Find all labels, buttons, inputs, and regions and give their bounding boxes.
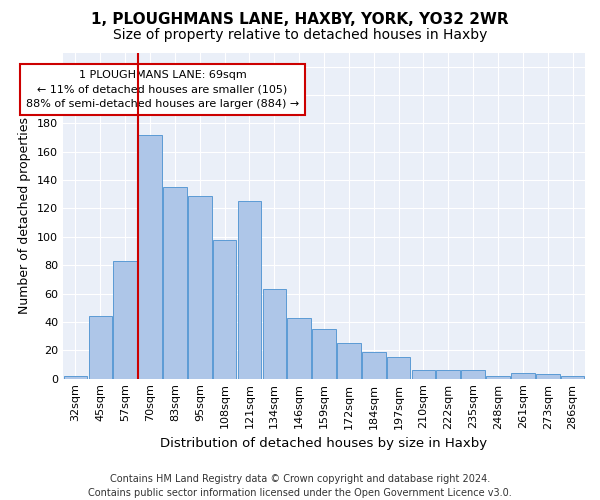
Y-axis label: Number of detached properties: Number of detached properties [19,117,31,314]
Bar [436,370,460,378]
Text: Size of property relative to detached houses in Haxby: Size of property relative to detached ho… [113,28,487,42]
Text: 1, PLOUGHMANS LANE, HAXBY, YORK, YO32 2WR: 1, PLOUGHMANS LANE, HAXBY, YORK, YO32 2W… [91,12,509,28]
X-axis label: Distribution of detached houses by size in Haxby: Distribution of detached houses by size … [160,437,488,450]
Bar [536,374,560,378]
Bar [486,376,510,378]
Bar [89,316,112,378]
Bar [188,196,212,378]
Bar [387,358,410,378]
Bar [312,329,336,378]
Bar [213,240,236,378]
Bar [263,290,286,378]
Bar [113,261,137,378]
Bar [138,135,162,378]
Bar [511,373,535,378]
Bar [287,318,311,378]
Bar [362,352,386,378]
Bar [561,376,584,378]
Bar [412,370,435,378]
Bar [238,202,261,378]
Text: Contains HM Land Registry data © Crown copyright and database right 2024.
Contai: Contains HM Land Registry data © Crown c… [88,474,512,498]
Bar [461,370,485,378]
Bar [163,187,187,378]
Bar [337,343,361,378]
Text: 1 PLOUGHMANS LANE: 69sqm
← 11% of detached houses are smaller (105)
88% of semi-: 1 PLOUGHMANS LANE: 69sqm ← 11% of detach… [26,70,299,109]
Bar [64,376,87,378]
